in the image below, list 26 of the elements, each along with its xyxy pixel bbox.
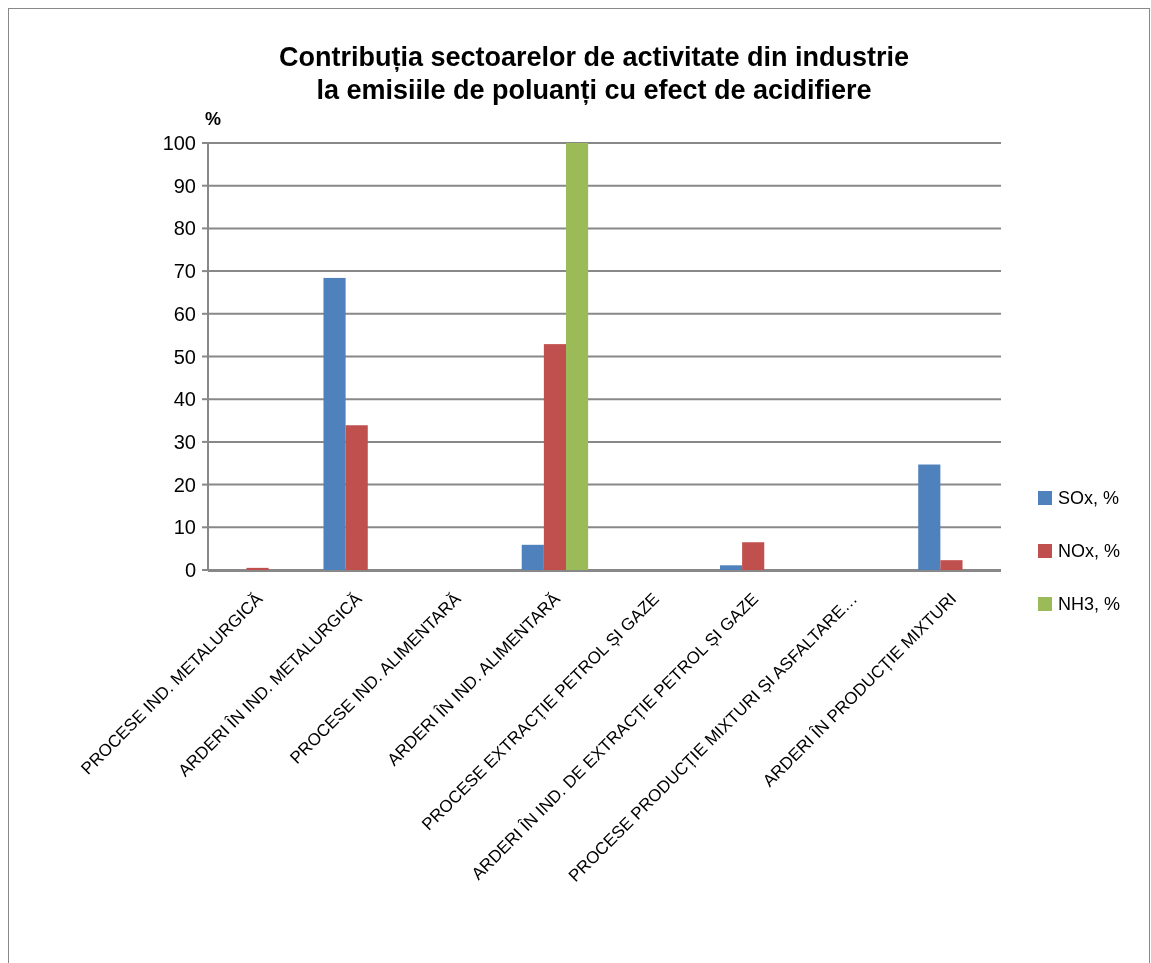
bar xyxy=(918,464,941,570)
y-tick-label: 30 xyxy=(173,430,196,453)
bar xyxy=(246,567,269,570)
bar xyxy=(521,544,544,570)
y-tick-label: 70 xyxy=(173,260,196,283)
y-tick-label: 100 xyxy=(162,132,196,154)
legend-label: NOx, % xyxy=(1058,541,1121,562)
legend-label: SOx, % xyxy=(1058,488,1120,509)
bar xyxy=(345,425,368,570)
bar xyxy=(543,344,567,570)
bar xyxy=(940,560,963,570)
legend-label: NH3, % xyxy=(1058,594,1121,615)
chart-title: Contribuția sectoarelor de activitate din industrie la emisiile de poluanți cu efect de acidifiere xyxy=(278,42,910,105)
y-tick-label: 80 xyxy=(173,217,196,240)
bar xyxy=(742,542,765,570)
bar xyxy=(323,277,346,570)
bar xyxy=(719,565,743,570)
y-axis-title: % xyxy=(204,109,222,129)
bar xyxy=(566,143,589,570)
y-tick-label: 90 xyxy=(173,174,196,197)
y-tick-label: 10 xyxy=(173,516,196,539)
y-tick-label: 40 xyxy=(173,388,196,411)
y-tick-label: 60 xyxy=(173,302,196,325)
y-tick-label: 0 xyxy=(184,559,196,581)
y-tick-label: 50 xyxy=(173,345,196,368)
y-tick-label: 20 xyxy=(173,473,196,496)
